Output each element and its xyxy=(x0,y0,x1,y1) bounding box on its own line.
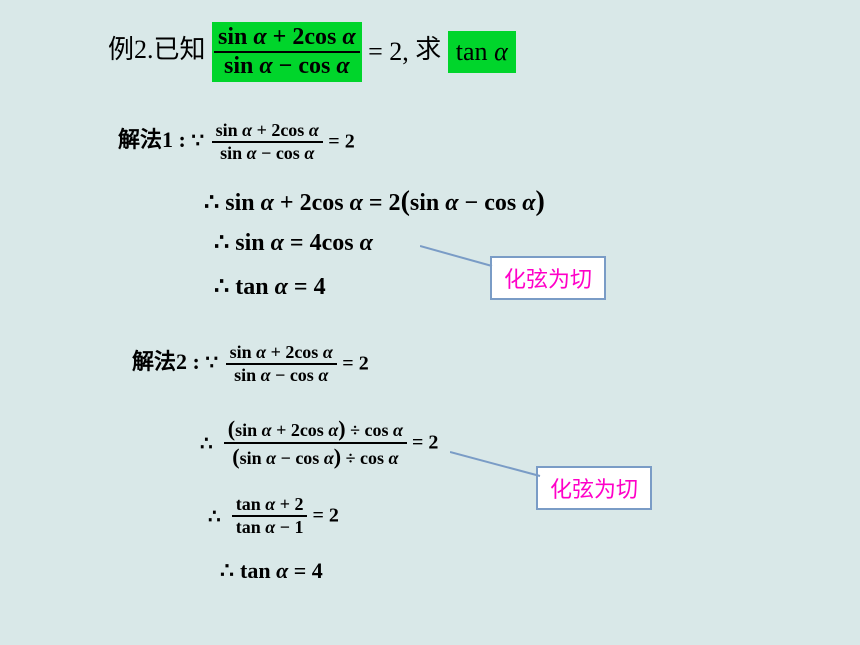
sol2-step1-num: sin α + 2cos α xyxy=(226,342,337,363)
sol1-step1-frac: sin α + 2cos α sin α − cos α xyxy=(212,120,323,164)
sol1-callout-text: 化弦为切 xyxy=(504,267,592,292)
problem-ask: 求 xyxy=(415,35,441,64)
sol2-step3-frac: tan α + 2 tan α − 1 xyxy=(232,494,308,538)
sol1-because xyxy=(191,130,206,152)
sol2-callout: 化弦为切 xyxy=(536,466,652,510)
sol2-step2-num: (sin α + 2cos α) ÷ cos α xyxy=(224,416,407,442)
problem-target-highlight: tan α xyxy=(448,31,516,73)
problem-frac-den: sin α − cos α xyxy=(214,53,360,80)
sol2-step3-den: tan α − 1 xyxy=(232,517,308,538)
sol2-step1-frac: sin α + 2cos α sin α − cos α xyxy=(226,342,337,386)
sol1-step3: sin α = 4cos α xyxy=(214,228,373,257)
problem-frac: sin α + 2cos α sin α − cos α xyxy=(214,24,360,80)
sol2-step4: tan α = 4 xyxy=(220,558,323,584)
problem-frac-num: sin α + 2cos α xyxy=(214,24,360,51)
sol2-step1-rhs: = 2 xyxy=(342,353,368,375)
sol2-step3-rhs: = 2 xyxy=(312,505,338,527)
sol1-callout: 化弦为切 xyxy=(490,256,606,300)
problem-highlight-frac: sin α + 2cos α sin α − cos α xyxy=(212,22,362,82)
sol2-step2-den: (sin α − cos α) ÷ cos α xyxy=(224,444,407,470)
sol2-step3-num: tan α + 2 xyxy=(232,494,308,515)
sol2-step2-frac: (sin α + 2cos α) ÷ cos α (sin α − cos α)… xyxy=(224,416,407,470)
sol2-step2: (sin α + 2cos α) ÷ cos α (sin α − cos α)… xyxy=(200,416,438,470)
slide: 例2.已知 sin α + 2cos α sin α − cos α = 2, … xyxy=(0,0,860,645)
sol2-callout-text: 化弦为切 xyxy=(550,477,638,502)
sol1-step4: tan α = 4 xyxy=(214,272,326,301)
sol2-step2-rhs: = 2 xyxy=(412,432,438,454)
problem-line: 例2.已知 sin α + 2cos α sin α − cos α = 2, … xyxy=(108,22,516,82)
sol1-label-line: 解法1 : sin α + 2cos α sin α − cos α = 2 xyxy=(118,120,355,164)
sol1-step1-rhs: = 2 xyxy=(328,131,354,153)
sol2-label-line: 解法2 : sin α + 2cos α sin α − cos α = 2 xyxy=(132,342,369,386)
sol1-step1-den: sin α − cos α xyxy=(212,143,323,164)
problem-equals: = 2, xyxy=(368,37,409,66)
sol2-pointer xyxy=(450,448,546,482)
sol2-step1-den: sin α − cos α xyxy=(226,365,337,386)
sol2-step3: tan α + 2 tan α − 1 = 2 xyxy=(208,494,339,538)
sol1-pointer xyxy=(420,240,500,270)
sol1-label: 解法1 : xyxy=(118,127,186,152)
sol1-step2: sin α + 2cos α = 2(sin α − cos α) xyxy=(204,186,545,218)
sol2-label: 解法2 : xyxy=(132,349,200,374)
sol2-because xyxy=(205,352,220,374)
problem-prefix: 例2.已知 xyxy=(108,35,206,64)
sol1-step1-num: sin α + 2cos α xyxy=(212,120,323,141)
